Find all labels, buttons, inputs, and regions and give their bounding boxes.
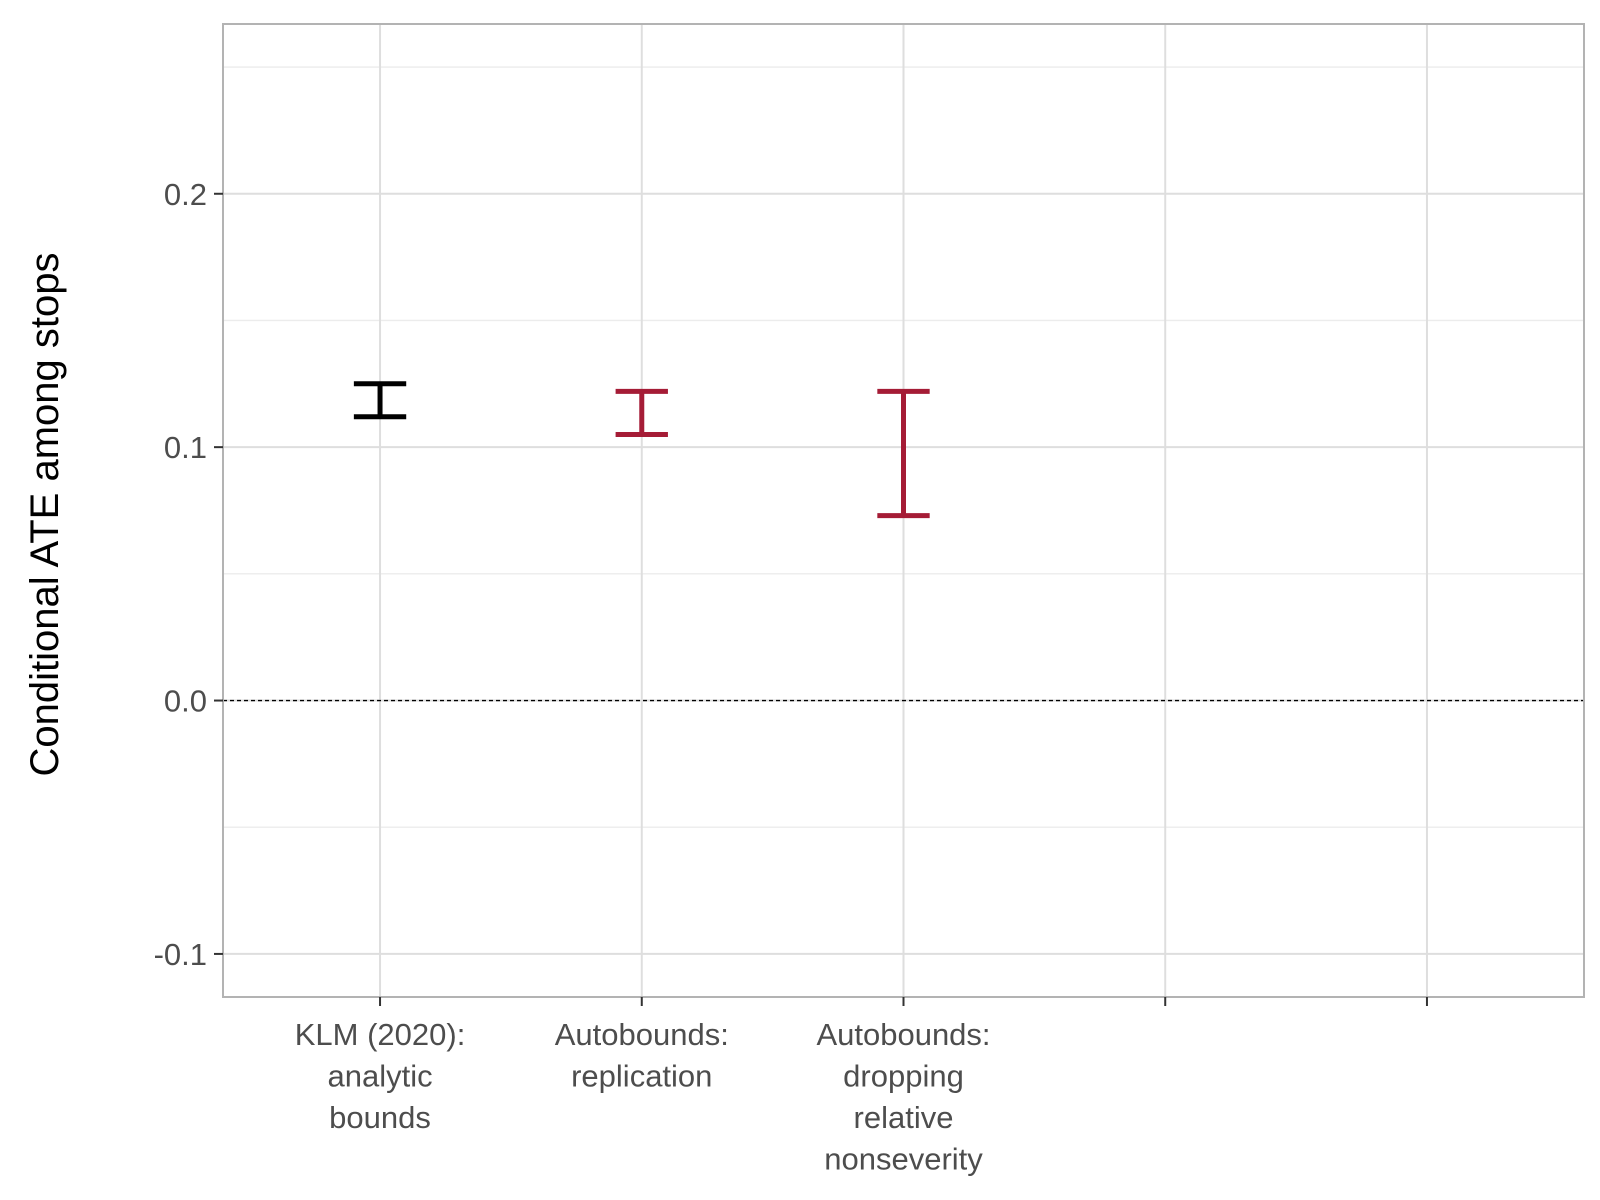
y-tick-label: 0.1 [164, 430, 207, 465]
interval-marks [353, 381, 930, 519]
x-tick-label-line: Autobounds: [816, 1017, 990, 1052]
x-tick-label-line: nonseverity [824, 1142, 983, 1177]
x-tick-label-line: KLM (2020): [295, 1017, 466, 1052]
x-tick-label-line: analytic [327, 1059, 432, 1094]
x-axis: KLM (2020): analytic bounds Autobounds: repl… [295, 997, 1428, 1177]
x-tick-label: Autobounds: replication [555, 1017, 729, 1094]
y-tick-label: 0.2 [164, 177, 207, 212]
interval-errorbar [615, 388, 668, 437]
x-tick-label: KLM (2020): analytic bounds [295, 1017, 466, 1135]
x-tick-label-line: Autobounds: [555, 1017, 729, 1052]
y-axis: -0.1 0.0 0.1 0.2 [154, 177, 223, 972]
interval-errorbar [353, 381, 407, 420]
x-tick-label: Autobounds: dropping relative nonseverity [816, 1017, 990, 1177]
y-axis-title: Conditional ATE among stops [23, 252, 67, 776]
y-tick-label: -0.1 [154, 937, 207, 972]
interval-errorbar [877, 388, 930, 519]
x-tick-label-line: dropping [843, 1059, 964, 1094]
x-tick-label-line: replication [571, 1059, 712, 1094]
x-tick-label-line: bounds [329, 1100, 431, 1135]
y-tick-label: 0.0 [164, 684, 207, 719]
x-tick-label-line: relative [854, 1100, 954, 1135]
